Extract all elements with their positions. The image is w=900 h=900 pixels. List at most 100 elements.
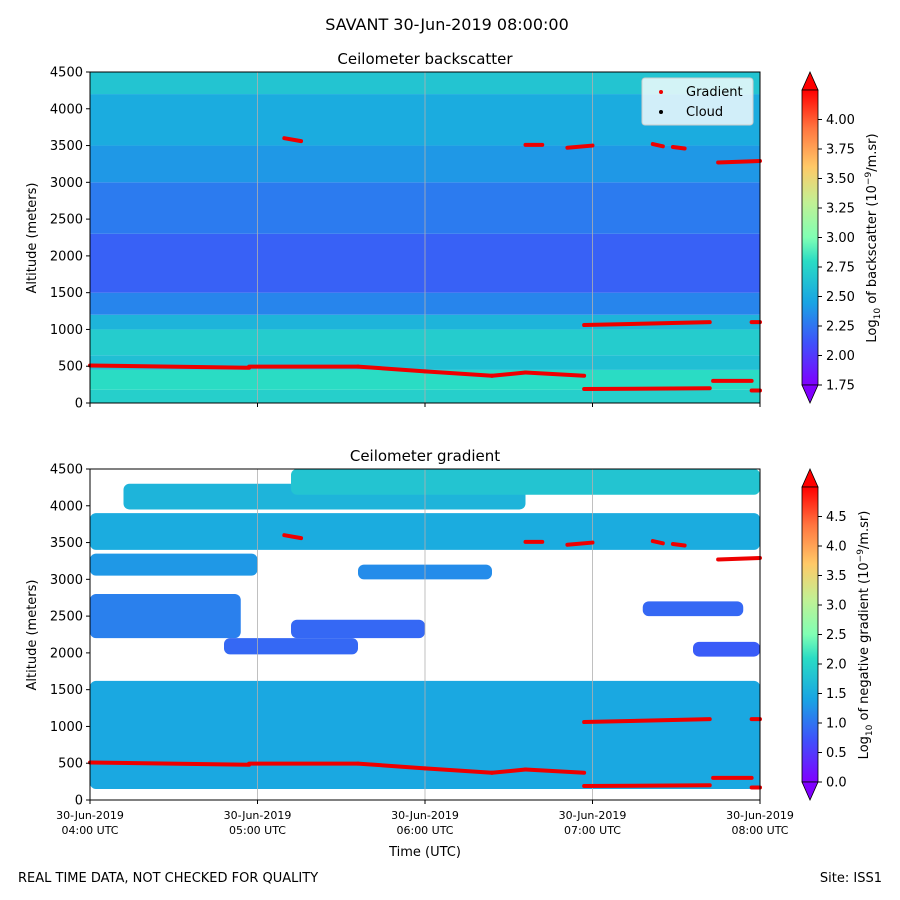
x-tick-time: 06:00 UTC xyxy=(396,824,453,837)
x-tick-time: 04:00 UTC xyxy=(61,824,118,837)
x-tick-date: 30-Jun-2019 xyxy=(391,809,459,822)
legend-gradient-label: Gradient xyxy=(686,85,743,100)
gradient-colorbar: 0.0 0.5 1.0 1.5 2.0 2.5 3.0 3.5 4.0 4.5 Log10 of … xyxy=(801,468,875,801)
y-tick-label: 1000 xyxy=(50,323,83,338)
y-tick-label: 500 xyxy=(58,360,83,375)
colorbar-tick-label: 1.5 xyxy=(826,687,847,702)
backscatter-y-ticks: 0 500 1000 1500 2000 2500 3000 3500 4000 4500 xyxy=(50,66,90,412)
gradient-layer xyxy=(90,594,241,639)
gradient-point-run xyxy=(670,145,687,151)
y-tick-label: 3500 xyxy=(50,536,83,551)
colorbar-tick-label: 4.00 xyxy=(826,113,855,128)
colorbar-tick-label: 2.75 xyxy=(826,261,855,276)
colorbar-extend-max xyxy=(801,468,819,488)
y-tick-label: 2000 xyxy=(50,646,83,661)
colorbar-tick-label: 0.5 xyxy=(826,746,847,761)
backscatter-gradient-points xyxy=(88,136,762,393)
gradient-point-run xyxy=(282,533,304,541)
gradient-colorbar-label: Log10 of negative gradient (10−9/m.sr) xyxy=(856,511,875,760)
gradient-point-run xyxy=(523,767,587,775)
y-tick-label: 0 xyxy=(75,794,83,809)
gradient-point-run xyxy=(582,386,712,392)
legend-cloud-marker xyxy=(659,110,663,114)
gradient-layer xyxy=(224,638,358,655)
colorbar-gradient xyxy=(801,89,819,386)
gradient-point-run xyxy=(565,540,595,547)
x-tick-date: 30-Jun-2019 xyxy=(56,809,124,822)
y-tick-label: 2000 xyxy=(50,249,83,264)
x-tick-time: 07:00 UTC xyxy=(564,824,621,837)
colorbar-tick-label: 4.0 xyxy=(826,540,847,555)
x-tick-date: 30-Jun-2019 xyxy=(224,809,292,822)
colorbar-extend-max xyxy=(801,71,819,91)
backscatter-x-ticks xyxy=(89,403,761,407)
colorbar-extend-min xyxy=(801,384,819,404)
colorbar-tick-label: 3.0 xyxy=(826,599,847,614)
legend: Gradient Cloud xyxy=(641,77,754,126)
y-tick-label: 1500 xyxy=(50,286,83,301)
gradient-point-run xyxy=(650,142,665,149)
y-tick-label: 3000 xyxy=(50,573,83,588)
x-tick-date: 30-Jun-2019 xyxy=(726,809,794,822)
backscatter-colorbar-label: Log10 of backscatter (10−9/m.sr) xyxy=(864,133,883,342)
y-tick-label: 0 xyxy=(75,397,83,412)
gradient-ylabel: Altitude (meters) xyxy=(25,580,40,691)
gradient-point-run xyxy=(490,767,528,775)
gradient-point-run xyxy=(423,766,494,775)
colorbar-tick-label: 2.25 xyxy=(826,320,855,335)
colorbar-tick-label: 3.50 xyxy=(826,172,855,187)
legend-gradient-marker xyxy=(659,90,663,94)
y-tick-label: 1000 xyxy=(50,720,83,735)
gradient-layer xyxy=(291,469,760,495)
colorbar-tick-label: 1.75 xyxy=(826,379,855,394)
y-tick-label: 500 xyxy=(58,757,83,772)
backscatter-colorbar: 1.75 2.00 2.25 2.50 2.75 3.00 3.25 3.50 3.75 4.00… xyxy=(801,71,883,404)
colorbar-tick-label: 0.0 xyxy=(826,776,847,791)
colorbar-tick-label: 3.25 xyxy=(826,202,855,217)
gradient-point-run xyxy=(582,320,712,328)
colorbar-tick-label: 2.00 xyxy=(826,349,855,364)
x-tick-time: 08:00 UTC xyxy=(731,824,788,837)
footer-site: Site: ISS1 xyxy=(820,871,882,886)
footer-quality-note: REAL TIME DATA, NOT CHECKED FOR QUALITY xyxy=(18,871,318,886)
backscatter-ylabel: Altitude (meters) xyxy=(25,183,40,294)
gradient-point-run xyxy=(282,136,304,144)
legend-frame xyxy=(641,77,754,126)
gradient-layer xyxy=(291,619,425,639)
gradient-point-run xyxy=(490,370,528,378)
gradient-point-run xyxy=(716,556,762,562)
gradient-panel: Ceilometer gradient 0 500 1000 1500 2000 2500… xyxy=(25,447,875,837)
colorbar-tick-label: 3.5 xyxy=(826,569,847,584)
gradient-layer xyxy=(642,601,744,617)
y-tick-label: 4500 xyxy=(50,66,83,81)
colorbar-tick-label: 3.00 xyxy=(826,231,855,246)
x-tick-date: 30-Jun-2019 xyxy=(559,809,627,822)
gradient-point-run xyxy=(650,539,665,546)
gradient-point-run xyxy=(356,761,427,771)
y-tick-label: 4000 xyxy=(50,102,83,117)
gradient-point-run xyxy=(523,370,587,378)
y-tick-label: 4500 xyxy=(50,463,83,478)
colorbar-tick-label: 2.50 xyxy=(826,290,855,305)
y-tick-label: 2500 xyxy=(50,213,83,228)
colorbar-tick-label: 1.0 xyxy=(826,717,847,732)
backscatter-title: Ceilometer backscatter xyxy=(337,50,513,68)
gradient-layer xyxy=(693,641,760,657)
legend-cloud-label: Cloud xyxy=(686,105,723,120)
y-tick-label: 1500 xyxy=(50,683,83,698)
gradient-point-run xyxy=(670,542,687,548)
gradient-layer xyxy=(90,553,258,576)
colorbar-tick-label: 2.0 xyxy=(826,658,847,673)
gradient-gradient-points xyxy=(88,533,762,790)
colorbar-tick-label: 2.5 xyxy=(826,628,847,643)
colorbar-tick-label: 3.75 xyxy=(826,143,855,158)
x-tick-time: 05:00 UTC xyxy=(229,824,286,837)
gradient-title: Ceilometer gradient xyxy=(350,447,500,465)
gradient-point-run xyxy=(356,364,427,374)
colorbar-gradient xyxy=(801,486,819,783)
backscatter-panel: Ceilometer backscatter 0 500 1000 1500 2000 2… xyxy=(25,50,883,412)
gradient-point-run xyxy=(582,783,712,789)
y-tick-label: 4000 xyxy=(50,499,83,514)
gradient-point-run xyxy=(88,760,252,767)
